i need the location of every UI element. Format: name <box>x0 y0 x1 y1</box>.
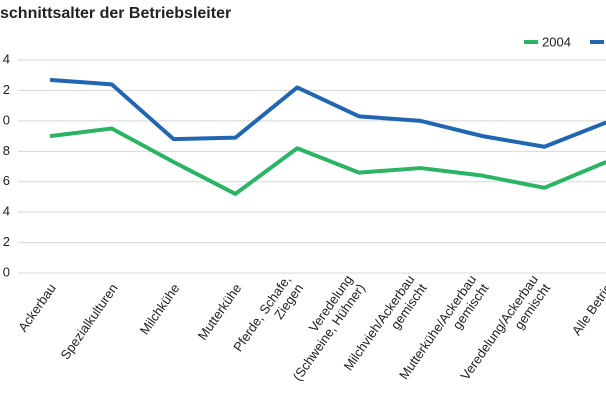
y-tick-label: 0 <box>3 112 10 127</box>
y-tick-label: 2 <box>3 82 10 97</box>
series-line <box>49 77 606 149</box>
y-tick-label: 8 <box>3 143 10 158</box>
y-tick-label: 2 <box>3 234 10 249</box>
x-tick-label-line: Mutterkühe <box>195 281 245 343</box>
y-tick-label: 0 <box>3 264 10 279</box>
y-tick-label: 4 <box>3 52 10 67</box>
x-tick-label-line: Spezialkulturen <box>58 281 121 362</box>
x-tick-label-line: Ackerbau <box>15 281 59 335</box>
series-line <box>49 126 606 196</box>
x-tick-label: Alle Betrie <box>569 281 606 338</box>
x-tick-label: Ackerbau <box>15 281 59 335</box>
chart-title: schnittsalter der Betriebsleiter <box>0 5 231 22</box>
legend-label: 2004 <box>542 34 571 49</box>
x-tick-label: Milchkühe <box>137 281 183 338</box>
y-tick-label: 6 <box>3 173 10 188</box>
x-tick-label: Spezialkulturen <box>58 281 121 362</box>
y-tick-label: 4 <box>3 204 10 219</box>
x-tick-label: Pferde, Schafe,Ziegen <box>230 272 306 363</box>
x-tick-label: Mutterkühe <box>195 281 245 343</box>
x-tick-label-line: Alle Betrie <box>569 281 606 338</box>
x-tick-label-line: Milchkühe <box>137 281 183 338</box>
